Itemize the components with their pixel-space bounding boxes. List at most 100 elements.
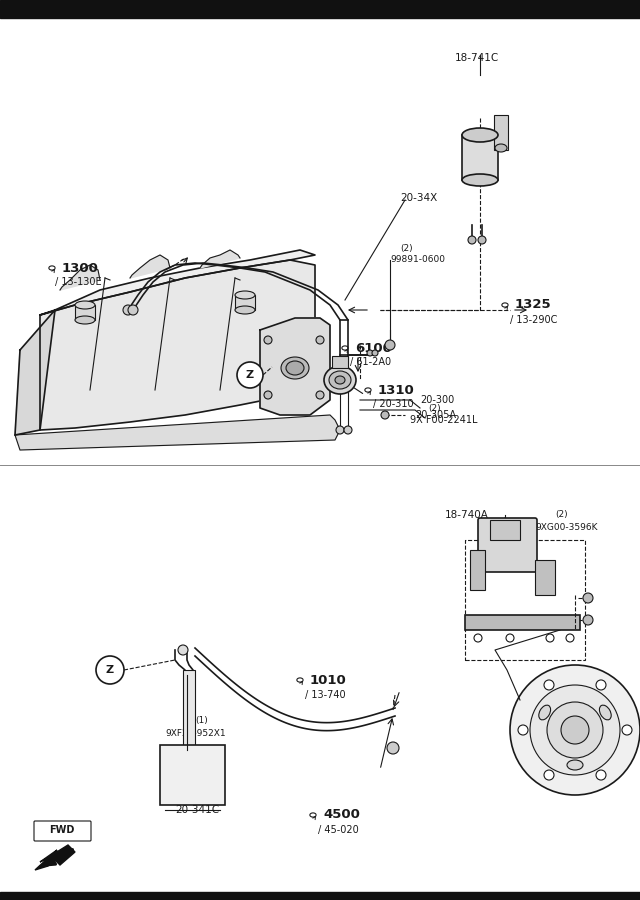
Circle shape xyxy=(336,426,344,434)
Bar xyxy=(465,615,580,630)
Circle shape xyxy=(123,305,133,315)
Circle shape xyxy=(316,336,324,344)
Polygon shape xyxy=(40,260,315,430)
Ellipse shape xyxy=(324,366,356,394)
Ellipse shape xyxy=(567,760,583,770)
Ellipse shape xyxy=(495,144,507,152)
Circle shape xyxy=(237,362,263,388)
Text: 18-741C: 18-741C xyxy=(455,53,499,63)
Text: 4500: 4500 xyxy=(323,808,360,822)
Circle shape xyxy=(530,685,620,775)
Ellipse shape xyxy=(75,316,95,324)
Text: 99891-0600: 99891-0600 xyxy=(390,256,445,265)
Circle shape xyxy=(178,645,188,655)
Circle shape xyxy=(583,615,593,625)
Polygon shape xyxy=(60,265,100,290)
Circle shape xyxy=(547,702,603,758)
Circle shape xyxy=(506,634,514,642)
Text: (2): (2) xyxy=(555,510,568,519)
Circle shape xyxy=(316,391,324,399)
FancyBboxPatch shape xyxy=(34,821,91,841)
Ellipse shape xyxy=(600,705,611,720)
Ellipse shape xyxy=(286,361,304,375)
Polygon shape xyxy=(15,310,55,435)
Text: 1300: 1300 xyxy=(62,262,99,274)
Ellipse shape xyxy=(235,291,255,299)
Polygon shape xyxy=(200,250,240,268)
Polygon shape xyxy=(15,415,340,450)
Bar xyxy=(490,520,520,540)
Bar xyxy=(75,305,95,320)
Bar xyxy=(332,356,348,368)
Bar xyxy=(0,892,640,900)
Circle shape xyxy=(96,656,124,684)
FancyBboxPatch shape xyxy=(478,518,537,572)
Circle shape xyxy=(546,634,554,642)
Text: Z: Z xyxy=(106,665,114,675)
Bar xyxy=(160,745,225,805)
Circle shape xyxy=(474,634,482,642)
Circle shape xyxy=(478,236,486,244)
Text: 1010: 1010 xyxy=(310,673,347,687)
Text: Z: Z xyxy=(246,370,254,380)
Text: 20-34X: 20-34X xyxy=(400,193,437,203)
Circle shape xyxy=(510,665,640,795)
Circle shape xyxy=(264,336,272,344)
Circle shape xyxy=(468,236,476,244)
Bar xyxy=(494,115,508,150)
Polygon shape xyxy=(260,318,330,415)
Bar xyxy=(470,550,485,590)
Circle shape xyxy=(367,350,373,356)
Text: / 61-2A0: / 61-2A0 xyxy=(350,357,391,367)
Circle shape xyxy=(566,634,574,642)
Circle shape xyxy=(518,725,528,735)
Circle shape xyxy=(544,680,554,690)
Polygon shape xyxy=(35,845,75,870)
Ellipse shape xyxy=(329,371,351,389)
Circle shape xyxy=(596,770,606,780)
Bar xyxy=(535,560,555,595)
Text: / 20-310: / 20-310 xyxy=(373,399,413,409)
Text: 20-300: 20-300 xyxy=(420,395,454,405)
Circle shape xyxy=(264,391,272,399)
Ellipse shape xyxy=(281,357,309,379)
Circle shape xyxy=(622,725,632,735)
Text: (2): (2) xyxy=(428,403,440,412)
Circle shape xyxy=(596,680,606,690)
Circle shape xyxy=(561,716,589,744)
Text: 9XF25-952X1: 9XF25-952X1 xyxy=(165,730,226,739)
Text: (1): (1) xyxy=(195,716,208,724)
Text: 18-740A: 18-740A xyxy=(445,510,489,520)
Bar xyxy=(183,670,195,750)
Text: 1310: 1310 xyxy=(378,383,415,397)
Ellipse shape xyxy=(75,301,95,309)
Circle shape xyxy=(385,340,395,350)
Text: / 13-740: / 13-740 xyxy=(305,690,346,700)
Circle shape xyxy=(344,426,352,434)
Text: / 45-020: / 45-020 xyxy=(318,825,359,835)
Bar xyxy=(465,540,585,660)
Text: 9X F00-2241L: 9X F00-2241L xyxy=(410,415,477,425)
Ellipse shape xyxy=(235,306,255,314)
Bar xyxy=(235,295,255,310)
Circle shape xyxy=(128,305,138,315)
Circle shape xyxy=(372,350,378,356)
Ellipse shape xyxy=(462,128,498,142)
Polygon shape xyxy=(40,250,315,315)
Text: (2): (2) xyxy=(400,244,413,253)
Circle shape xyxy=(544,770,554,780)
Text: 1325: 1325 xyxy=(515,299,552,311)
Text: 6100: 6100 xyxy=(355,341,392,355)
Ellipse shape xyxy=(335,376,345,384)
Bar xyxy=(0,0,640,18)
Text: 9XG00-3596K: 9XG00-3596K xyxy=(535,524,598,533)
Circle shape xyxy=(583,593,593,603)
Polygon shape xyxy=(130,255,170,278)
Text: / 13-130E: / 13-130E xyxy=(55,277,102,287)
Ellipse shape xyxy=(539,705,550,720)
Text: FWD: FWD xyxy=(49,825,75,835)
Text: / 13-290C: / 13-290C xyxy=(510,315,557,325)
Circle shape xyxy=(381,411,389,419)
Ellipse shape xyxy=(462,174,498,186)
Circle shape xyxy=(387,742,399,754)
